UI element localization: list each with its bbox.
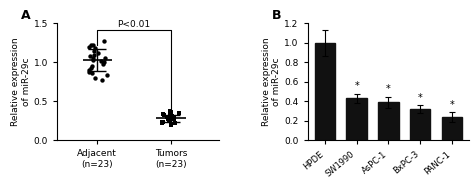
Point	[88, 71, 95, 74]
Point	[165, 119, 173, 122]
Point	[165, 119, 173, 122]
Point	[170, 116, 178, 119]
Bar	[410, 109, 430, 140]
Point	[168, 115, 175, 119]
Point	[166, 113, 174, 116]
Point	[170, 118, 177, 121]
Bar	[378, 102, 399, 140]
Text: *: *	[355, 81, 359, 91]
Point	[175, 112, 183, 115]
Point	[89, 44, 97, 47]
Bar	[441, 117, 462, 140]
Point	[167, 123, 174, 126]
Point	[87, 44, 95, 47]
Point	[98, 59, 105, 62]
Point	[89, 58, 97, 62]
Point	[85, 45, 92, 48]
Text: A: A	[21, 9, 31, 22]
Point	[165, 119, 173, 122]
Point	[171, 122, 178, 125]
Text: *: *	[418, 93, 422, 103]
Point	[166, 109, 174, 112]
Point	[165, 118, 173, 121]
Point	[86, 55, 94, 58]
Point	[164, 117, 172, 120]
Point	[103, 73, 110, 76]
Point	[160, 112, 167, 115]
Point	[168, 115, 175, 118]
Point	[91, 76, 99, 80]
Text: *: *	[386, 84, 391, 94]
Point	[167, 111, 175, 114]
Point	[160, 114, 168, 117]
Point	[88, 65, 96, 68]
Point	[85, 70, 92, 73]
Point	[91, 47, 99, 50]
Point	[90, 53, 97, 56]
Point	[159, 121, 166, 124]
Point	[159, 120, 166, 123]
Point	[169, 117, 177, 120]
Point	[158, 122, 165, 125]
Point	[87, 66, 95, 69]
Point	[159, 120, 166, 123]
Bar	[315, 43, 335, 140]
Point	[101, 57, 109, 60]
Point	[94, 51, 102, 55]
Text: *: *	[449, 100, 454, 110]
Y-axis label: Relative expression
of miR-29c: Relative expression of miR-29c	[262, 38, 282, 126]
Bar	[346, 98, 367, 140]
Point	[163, 115, 171, 119]
Point	[100, 62, 107, 66]
Point	[100, 39, 108, 42]
Point	[90, 49, 97, 52]
Text: B: B	[272, 9, 282, 22]
Point	[100, 61, 108, 64]
Y-axis label: Relative expression
of miR-29c: Relative expression of miR-29c	[11, 38, 31, 126]
Point	[89, 56, 96, 59]
Point	[99, 78, 106, 81]
Point	[85, 69, 92, 72]
Text: P<0.01: P<0.01	[118, 20, 151, 29]
